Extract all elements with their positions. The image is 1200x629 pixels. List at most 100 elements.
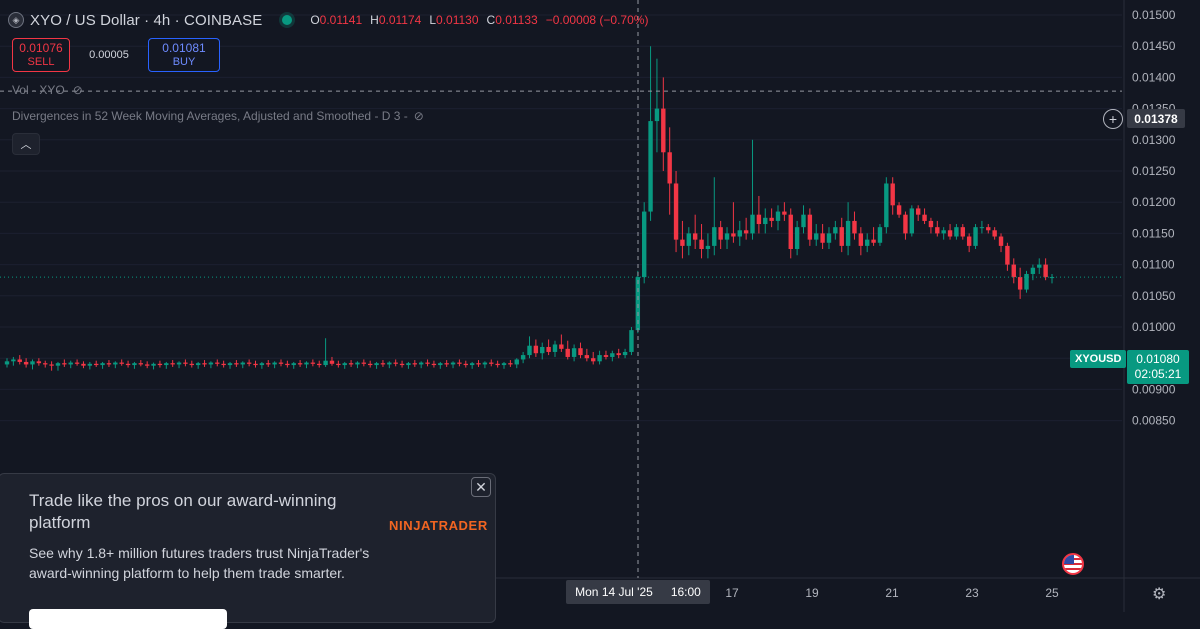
candle-body (234, 363, 239, 365)
x-tick-label: 17 (725, 586, 739, 600)
candle-body (476, 363, 481, 365)
candle-body (903, 214, 908, 234)
candle-body (692, 233, 698, 240)
candle-body (1043, 264, 1048, 278)
candle-body (113, 362, 118, 365)
candle-body (450, 362, 456, 365)
sell-button[interactable]: 0.01076 SELL (12, 38, 70, 72)
buy-button[interactable]: 0.01081 BUY (148, 38, 220, 72)
candle-body (552, 344, 558, 352)
candle-body (960, 227, 965, 237)
y-tick-label: 0.01300 (1132, 133, 1176, 147)
symbol-title[interactable]: XYO / US Dollar · 4h · COINBASE (30, 11, 263, 29)
candle-body (4, 361, 10, 365)
candle-body (310, 362, 316, 364)
candle-body (871, 239, 876, 243)
candle-body (11, 359, 16, 362)
eye-off-icon[interactable]: ⊘ (72, 83, 83, 97)
candle-body (62, 363, 67, 365)
candle-body (712, 227, 717, 246)
y-tick-label: 0.01150 (1132, 226, 1175, 240)
candle-body (775, 211, 781, 221)
candle-body (323, 360, 328, 366)
collapse-legend-button[interactable]: ︿ (12, 133, 40, 155)
ohlc-low-key: L (429, 13, 437, 27)
candle-body (756, 214, 762, 225)
volume-legend[interactable]: Vol · XYO ⊘ (12, 83, 83, 97)
candle-body (431, 363, 437, 366)
close-icon[interactable]: ✕ (471, 477, 491, 497)
candle-body (266, 363, 271, 365)
candle-body (317, 363, 322, 366)
candle-body (457, 362, 462, 364)
candle-body (170, 363, 175, 365)
candle-body (157, 363, 163, 366)
candle-body (1024, 273, 1029, 290)
candle-body (616, 353, 621, 356)
candle-body (246, 362, 252, 364)
candle-body (527, 345, 532, 356)
candle-body (603, 355, 609, 357)
candle-body (998, 236, 1004, 246)
candle-body (641, 211, 647, 278)
candle-body (820, 233, 825, 243)
ohlc-change-value: −0.00008 (−0.70%) (545, 13, 649, 27)
gear-icon[interactable]: ⚙ (1152, 586, 1167, 603)
add-alert-plus-icon[interactable]: + (1103, 109, 1123, 129)
y-tick-label: 0.01250 (1132, 164, 1176, 178)
buy-price: 0.01081 (162, 41, 206, 55)
candle-body (297, 363, 303, 365)
candle-body (559, 344, 564, 349)
candle-body (125, 363, 131, 366)
popup-cta-button[interactable] (29, 609, 227, 629)
y-tick-label: 0.01100 (1132, 258, 1175, 272)
candle-body (361, 362, 367, 364)
y-tick-label: 0.01450 (1132, 39, 1176, 53)
candle-body (336, 363, 341, 366)
indicator-legend[interactable]: Divergences in 52 Week Moving Averages, … (12, 109, 430, 123)
candle-body (673, 183, 679, 240)
candle-body (291, 363, 296, 366)
crosshair-date: Mon 14 Jul '25 (575, 585, 653, 599)
candle-body (724, 233, 730, 240)
candle-body (100, 363, 105, 366)
crosshair-time-label: Mon 14 Jul '25 16:00 (566, 580, 710, 604)
candle-body (947, 230, 953, 237)
candle-body (743, 230, 749, 234)
candle-body (584, 355, 590, 359)
last-price-label: 0.01080 02:05:21 (1127, 350, 1189, 384)
ohlc-close-value: 0.01133 (495, 13, 538, 27)
ad-popup[interactable]: Trade like the pros on our award-winning… (0, 473, 496, 629)
candle-body (30, 361, 35, 365)
candle-body (941, 230, 946, 234)
candle-body (119, 362, 124, 364)
candle-body (794, 227, 800, 249)
candle-body (1011, 264, 1016, 278)
candle-body (928, 220, 934, 228)
candle-body (106, 363, 112, 365)
y-tick-label: 0.00850 (1132, 414, 1176, 428)
candle-body (36, 361, 42, 364)
candle-body (1005, 245, 1010, 265)
candle-body (425, 362, 430, 364)
candle-body (469, 363, 475, 366)
candle-body (348, 363, 354, 365)
crosshair-hour: 16:00 (670, 585, 701, 599)
candle-body (884, 183, 889, 228)
ohlc-close-key: C (486, 13, 496, 27)
market-status-dot[interactable] (282, 15, 293, 25)
candle-body (922, 214, 927, 221)
candle-body (501, 363, 507, 366)
candle-body (151, 363, 156, 366)
candle-body (629, 330, 634, 352)
candle-body (355, 362, 360, 365)
candle-body (1037, 264, 1042, 268)
eye-off-icon[interactable]: ⊘ (413, 109, 424, 123)
candle-body (540, 346, 545, 354)
candle-body (1030, 267, 1036, 274)
y-tick-label: 0.01400 (1132, 70, 1176, 84)
candle-body (865, 239, 870, 246)
candle-body (909, 208, 915, 234)
candle-body (610, 353, 615, 357)
us-flag-icon[interactable] (1062, 553, 1084, 575)
